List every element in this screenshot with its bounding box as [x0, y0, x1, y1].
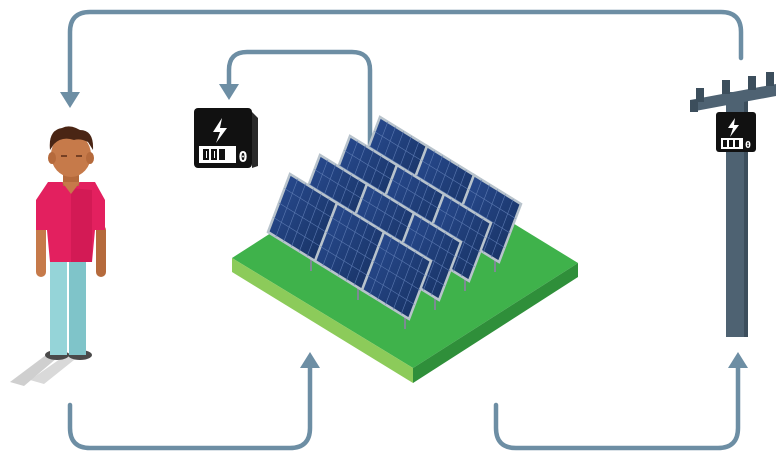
meter-left-digit: 0: [238, 148, 247, 166]
ground-side-right: [413, 263, 578, 383]
arrow-pole-to-person: [67, 9, 744, 97]
arrowhead-pole: [728, 352, 748, 368]
solar-panel-grid: [273, 178, 332, 257]
arrowhead-meter: [219, 84, 239, 100]
utility-pole-icon: 0: [690, 72, 776, 337]
meter-pole: 0: [716, 112, 756, 152]
ground-side-left: [232, 258, 413, 383]
arrow-person-to-solar: [67, 363, 313, 451]
arrowhead-solar: [300, 352, 320, 368]
arrowhead-person: [60, 92, 80, 108]
solar-panel-grid: [380, 169, 439, 248]
meter-pole-digit: 0: [745, 140, 751, 151]
meter-left: 0: [194, 108, 258, 168]
solar-panels: [266, 115, 523, 329]
solar-panel-grid: [320, 207, 379, 286]
arrow-heads: [60, 84, 748, 368]
lightning-icon: [728, 118, 739, 137]
solar-panel-array-icon: [232, 115, 578, 383]
arrow-solar-to-meter: [226, 49, 373, 163]
solar-panel-grid: [457, 179, 516, 258]
person-icon: [10, 126, 106, 386]
lightning-icon: [213, 118, 227, 143]
arrow-solar-to-pole: [493, 363, 741, 451]
solar-panel-grid: [367, 236, 426, 315]
flow-arrows: [67, 9, 744, 451]
